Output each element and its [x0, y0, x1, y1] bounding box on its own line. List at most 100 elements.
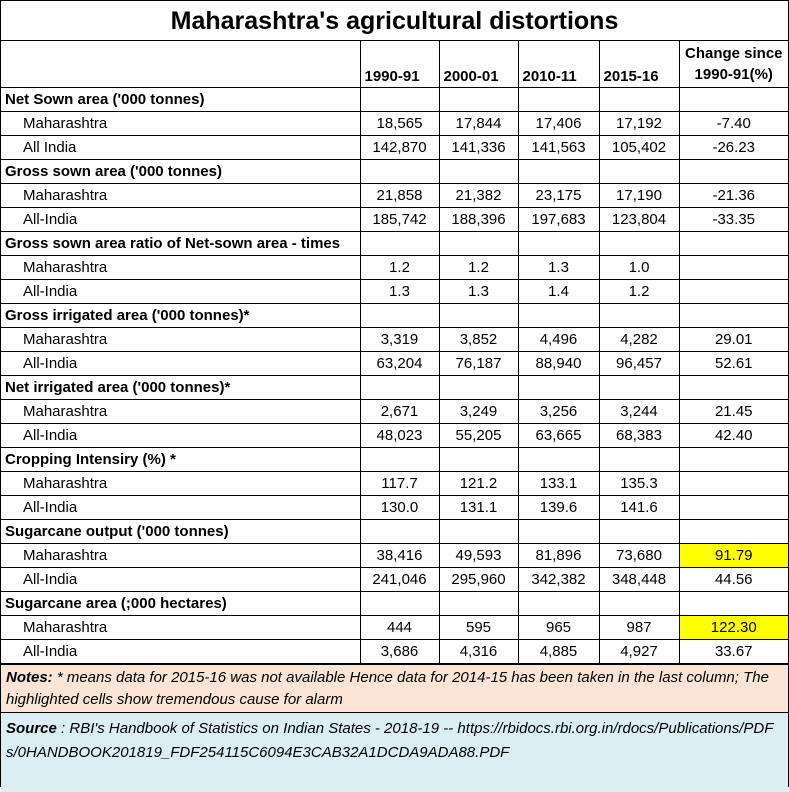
- section-label: Net Sown area ('000 tonnes): [1, 87, 361, 112]
- empty-cell: [678, 231, 788, 256]
- row-label: Maharashtra: [1, 327, 361, 352]
- table-row: Maharashtra 21,858 21,382 23,175 17,190 -21.3…: [1, 183, 788, 208]
- row-label: Maharashtra: [1, 183, 361, 208]
- table-row: All-India 1.3 1.3 1.4 1.2: [1, 279, 788, 304]
- empty-cell: [678, 447, 788, 472]
- value-cell: 4,316: [438, 639, 519, 664]
- section-row: Net Sown area ('000 tonnes): [1, 87, 788, 112]
- table-row: All-India 241,046 295,960 342,382 348,448 44.…: [1, 567, 788, 592]
- column-header: 2010-11: [517, 41, 600, 88]
- row-label: Maharashtra: [1, 471, 361, 496]
- value-cell: 121.2: [438, 471, 519, 496]
- row-label: All-India: [1, 639, 361, 664]
- section-label: Sugarcane area (;000 hectares): [1, 591, 361, 616]
- value-cell: 88,940: [517, 351, 600, 376]
- empty-cell: [359, 159, 440, 184]
- empty-cell: [598, 231, 680, 256]
- section-row: Gross sown area ('000 tonnes): [1, 159, 788, 184]
- section-label: Gross sown area ratio of Net-sown area -…: [1, 231, 361, 256]
- change-cell: 52.61: [678, 351, 788, 376]
- value-cell: 38,416: [359, 543, 440, 568]
- empty-cell: [678, 159, 788, 184]
- row-label: Maharashtra: [1, 615, 361, 640]
- source-box: Source : RBI's Handbook of Statistics on…: [1, 712, 788, 792]
- value-cell: 49,593: [438, 543, 519, 568]
- row-label: All-India: [1, 495, 361, 520]
- column-header: 2000-01: [438, 41, 519, 88]
- section-row: Sugarcane area (;000 hectares): [1, 591, 788, 616]
- value-cell: 142,870: [359, 135, 440, 160]
- section-label: Cropping Intensiry (%) *: [1, 447, 361, 472]
- table-row: Maharashtra 2,671 3,249 3,256 3,244 21.45: [1, 399, 788, 424]
- section-label: Gross irrigated area ('000 tonnes)*: [1, 303, 361, 328]
- table-row: All-India 48,023 55,205 63,665 68,383 42.40: [1, 423, 788, 448]
- change-cell: [678, 495, 788, 520]
- empty-cell: [517, 447, 600, 472]
- value-cell: 3,244: [598, 399, 680, 424]
- table-row: Maharashtra 18,565 17,844 17,406 17,192 -7.40: [1, 111, 788, 136]
- value-cell: 17,406: [517, 111, 600, 136]
- value-cell: 139.6: [517, 495, 600, 520]
- change-cell: 21.45: [678, 399, 788, 424]
- value-cell: 81,896: [517, 543, 600, 568]
- change-cell: [678, 255, 788, 280]
- empty-cell: [517, 159, 600, 184]
- value-cell: 1.3: [517, 255, 600, 280]
- value-cell: 4,927: [598, 639, 680, 664]
- row-label: Maharashtra: [1, 255, 361, 280]
- value-cell: 185,742: [359, 207, 440, 232]
- source-label: Source: [6, 720, 57, 737]
- row-label: All-India: [1, 567, 361, 592]
- change-cell: 44.56: [678, 567, 788, 592]
- value-cell: 348,448: [598, 567, 680, 592]
- column-header-change: Change since 1990-91(%): [678, 41, 788, 88]
- notes-label: Notes:: [6, 669, 53, 686]
- section-label: Net irrigated area ('000 tonnes)*: [1, 375, 361, 400]
- value-cell: 141,336: [438, 135, 519, 160]
- page-title: Maharashtra's agricultural distortions: [1, 1, 788, 41]
- value-cell: 17,192: [598, 111, 680, 136]
- empty-cell: [438, 231, 519, 256]
- empty-cell: [438, 519, 519, 544]
- value-cell: 48,023: [359, 423, 440, 448]
- change-cell: -21.36: [678, 183, 788, 208]
- row-label: Maharashtra: [1, 111, 361, 136]
- value-cell: 130.0: [359, 495, 440, 520]
- value-cell: 4,496: [517, 327, 600, 352]
- empty-cell: [598, 591, 680, 616]
- section-row: Cropping Intensiry (%) *: [1, 447, 788, 472]
- row-label: All-India: [1, 423, 361, 448]
- table-row: Maharashtra 38,416 49,593 81,896 73,680 91.79: [1, 543, 788, 568]
- value-cell: 1.2: [359, 255, 440, 280]
- value-cell: 342,382: [517, 567, 600, 592]
- row-label: All-India: [1, 279, 361, 304]
- value-cell: 63,665: [517, 423, 600, 448]
- value-cell: 63,204: [359, 351, 440, 376]
- value-cell: 1.3: [359, 279, 440, 304]
- value-cell: 444: [359, 615, 440, 640]
- change-cell: 29.01: [678, 327, 788, 352]
- empty-cell: [359, 519, 440, 544]
- change-cell: 33.67: [678, 639, 788, 664]
- value-cell: 131.1: [438, 495, 519, 520]
- section-label: Gross sown area ('000 tonnes): [1, 159, 361, 184]
- row-label: All India: [1, 135, 361, 160]
- value-cell: 96,457: [598, 351, 680, 376]
- value-cell: 295,960: [438, 567, 519, 592]
- table-row: All-India 63,204 76,187 88,940 96,457 52.61: [1, 351, 788, 376]
- value-cell: 188,396: [438, 207, 519, 232]
- section-row: Gross irrigated area ('000 tonnes)*: [1, 303, 788, 328]
- value-cell: 3,686: [359, 639, 440, 664]
- empty-cell: [678, 303, 788, 328]
- value-cell: 123,804: [598, 207, 680, 232]
- row-label: All-India: [1, 207, 361, 232]
- table-body: 1990-91 2000-01 2010-11 2015-16 Change s…: [1, 41, 788, 664]
- empty-cell: [517, 591, 600, 616]
- value-cell: 965: [517, 615, 600, 640]
- value-cell: 1.2: [438, 255, 519, 280]
- column-header: 1990-91: [359, 41, 440, 88]
- value-cell: 141,563: [517, 135, 600, 160]
- value-cell: 117.7: [359, 471, 440, 496]
- empty-cell: [438, 159, 519, 184]
